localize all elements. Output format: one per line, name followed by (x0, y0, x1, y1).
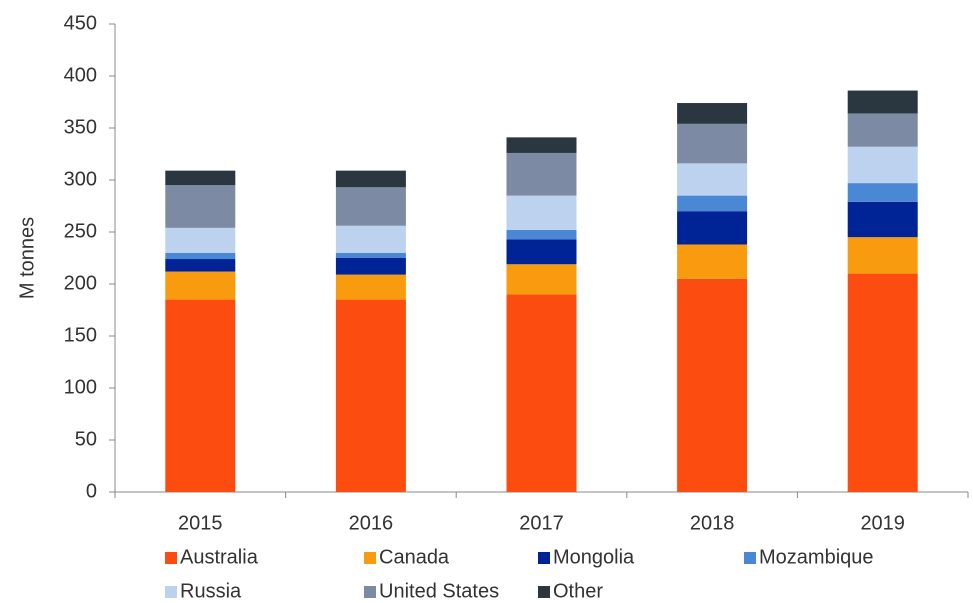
y-tick-label: 450 (64, 12, 97, 34)
y-tick-label: 0 (86, 480, 97, 502)
bar-segment (165, 271, 236, 300)
legend-label: Mongolia (553, 546, 635, 568)
bar-segment (506, 195, 577, 230)
x-tick-label: 2019 (860, 512, 905, 534)
bar-segment (506, 152, 577, 196)
bar-segment (677, 123, 748, 164)
legend-label: Canada (379, 546, 450, 568)
bar-segment (847, 183, 918, 202)
bar-segment (335, 252, 406, 258)
bar-segment (165, 227, 236, 253)
y-tick-label: 250 (64, 220, 97, 242)
y-axis-label: M tonnes (16, 217, 38, 299)
bar-segment (165, 299, 236, 492)
bar-segment (506, 229, 577, 240)
y-tick-label: 150 (64, 324, 97, 346)
y-tick-label: 300 (64, 168, 97, 190)
bar-segment (506, 264, 577, 295)
bar-segment (677, 244, 748, 279)
y-tick-label: 100 (64, 376, 97, 398)
bar-segment (335, 170, 406, 188)
bar-segment (677, 163, 748, 196)
bar-segment (677, 103, 748, 124)
legend-label: Mozambique (759, 546, 874, 568)
bar-segment (506, 294, 577, 492)
x-tick-label: 2017 (519, 512, 564, 534)
bar-segment (847, 90, 918, 114)
bar-segment (335, 299, 406, 492)
legend-swatch (538, 586, 550, 598)
legend-swatch (165, 552, 177, 564)
y-tick-label: 200 (64, 272, 97, 294)
bar-segment (335, 258, 406, 275)
bar-segment (677, 195, 748, 212)
bar-segment (847, 146, 918, 184)
legend-swatch (165, 586, 177, 598)
bar-segment (677, 278, 748, 492)
legend-swatch (364, 586, 376, 598)
y-tick-label: 50 (75, 428, 97, 450)
bar-segment (506, 239, 577, 265)
legend-label: Russia (180, 580, 242, 602)
bar-segment (677, 211, 748, 245)
y-tick-label: 400 (64, 64, 97, 86)
legend-label: United States (379, 580, 499, 602)
x-tick-label: 2016 (349, 512, 394, 534)
legend-swatch (364, 552, 376, 564)
legend-label: Australia (180, 546, 259, 568)
bar-segment (165, 252, 236, 260)
bar-segment (506, 137, 577, 153)
bar-segment (335, 225, 406, 253)
bar-segment (335, 187, 406, 226)
legend-swatch (744, 552, 756, 564)
bar-segment (165, 170, 236, 186)
bar-segment (335, 274, 406, 300)
x-tick-label: 2018 (690, 512, 735, 534)
x-tick-label: 2015 (178, 512, 223, 534)
bar-segment (847, 237, 918, 274)
bar-segment (847, 113, 918, 147)
legend-label: Other (553, 580, 603, 602)
legend-swatch (538, 552, 550, 564)
y-tick-label: 350 (64, 116, 97, 138)
bar-segment (847, 273, 918, 492)
bar-segment (847, 201, 918, 238)
bar-segment (165, 259, 236, 272)
bar-segment (165, 185, 236, 228)
